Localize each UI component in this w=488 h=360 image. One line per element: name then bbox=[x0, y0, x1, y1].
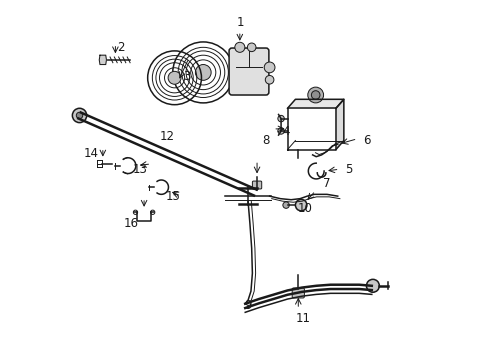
Circle shape bbox=[311, 91, 319, 99]
Text: 14: 14 bbox=[83, 147, 98, 159]
Polygon shape bbox=[335, 99, 343, 149]
Circle shape bbox=[72, 108, 86, 123]
Circle shape bbox=[307, 87, 323, 103]
Circle shape bbox=[234, 42, 244, 52]
Text: 6: 6 bbox=[362, 134, 369, 147]
Polygon shape bbox=[287, 99, 343, 108]
Text: 11: 11 bbox=[296, 311, 310, 325]
Text: 13: 13 bbox=[133, 163, 148, 176]
FancyBboxPatch shape bbox=[252, 181, 261, 189]
Text: 5: 5 bbox=[344, 163, 351, 176]
Text: 7: 7 bbox=[323, 177, 330, 190]
FancyBboxPatch shape bbox=[228, 48, 268, 95]
Text: 1: 1 bbox=[237, 16, 244, 29]
Circle shape bbox=[366, 279, 379, 292]
Text: 12: 12 bbox=[160, 130, 175, 144]
Polygon shape bbox=[99, 55, 106, 64]
Circle shape bbox=[76, 112, 82, 119]
Text: 9: 9 bbox=[244, 299, 251, 312]
Text: 4: 4 bbox=[282, 125, 289, 138]
Text: 15: 15 bbox=[165, 190, 180, 203]
Text: 3: 3 bbox=[183, 69, 190, 82]
Circle shape bbox=[277, 128, 284, 134]
Circle shape bbox=[150, 210, 155, 215]
Text: 2: 2 bbox=[117, 41, 124, 54]
Text: 8: 8 bbox=[262, 134, 269, 147]
Text: 10: 10 bbox=[297, 202, 312, 215]
Circle shape bbox=[295, 199, 306, 211]
Circle shape bbox=[133, 210, 137, 215]
Circle shape bbox=[277, 115, 284, 122]
FancyBboxPatch shape bbox=[292, 288, 304, 298]
Circle shape bbox=[282, 202, 289, 208]
Circle shape bbox=[247, 43, 255, 51]
Circle shape bbox=[265, 76, 273, 84]
Circle shape bbox=[264, 62, 274, 73]
Circle shape bbox=[168, 71, 181, 84]
Circle shape bbox=[195, 64, 211, 80]
Text: 16: 16 bbox=[124, 216, 139, 230]
